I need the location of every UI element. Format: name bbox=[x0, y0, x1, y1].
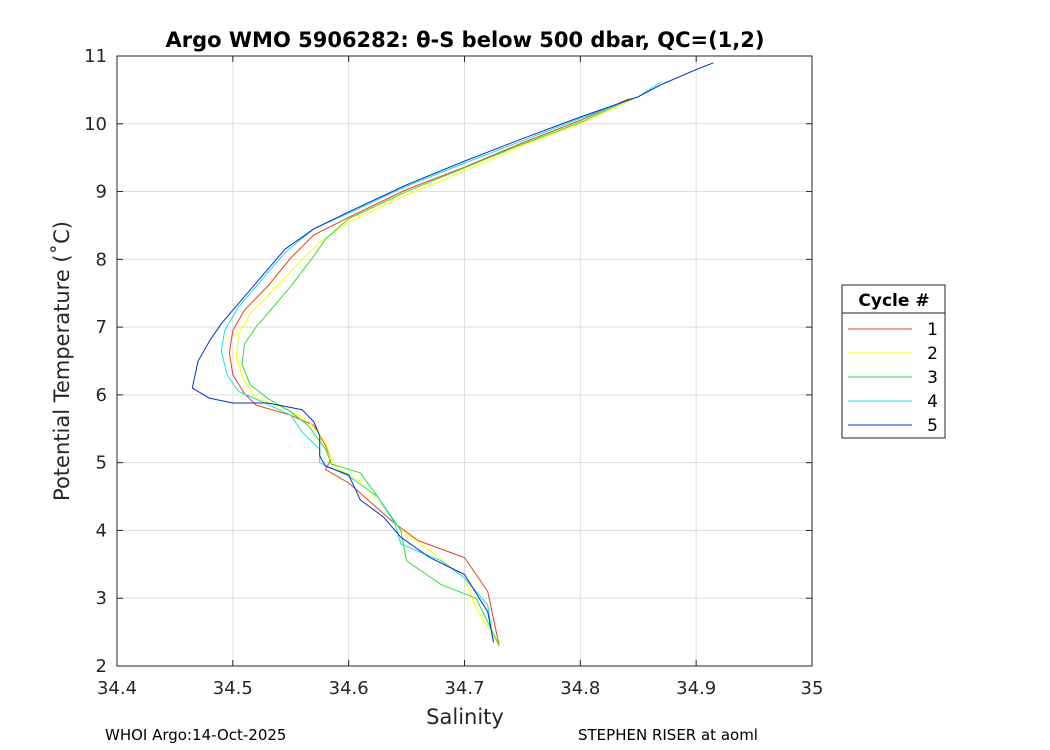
legend-label-cycle-5: 5 bbox=[927, 416, 938, 436]
series-line-cycle-5 bbox=[191, 62, 714, 643]
legend-label-cycle-2: 2 bbox=[927, 344, 938, 364]
chart-title: Argo WMO 5906282: θ-S below 500 dbar, QC… bbox=[166, 28, 765, 52]
series-layer bbox=[191, 62, 714, 646]
legend-label-cycle-3: 3 bbox=[927, 368, 938, 388]
x-tick-label: 34.8 bbox=[560, 678, 600, 699]
y-tick-label: 3 bbox=[96, 588, 107, 609]
x-tick-label: 34.9 bbox=[676, 678, 716, 699]
y-tick-label: 8 bbox=[96, 249, 107, 270]
series-line-cycle-1 bbox=[228, 98, 630, 646]
plot-area: 34.4 34.5 34.6 34.7 34.8 34.9 35 2 3 4 5 6 7 8 9 10 11 bbox=[84, 46, 823, 699]
legend-title: Cycle # bbox=[858, 291, 929, 311]
footer-left: WHOI Argo:14-Oct-2025 bbox=[105, 726, 286, 744]
series-line-cycle-3 bbox=[241, 97, 633, 646]
x-tick-label: 34.4 bbox=[97, 678, 137, 699]
x-axis-label: Salinity bbox=[426, 705, 504, 729]
x-tick-label: 34.7 bbox=[444, 678, 484, 699]
x-tick-label: 34.5 bbox=[213, 678, 253, 699]
x-tick-label: 34.6 bbox=[329, 678, 369, 699]
y-tick-label: 9 bbox=[96, 182, 107, 203]
y-tick-label: 4 bbox=[96, 520, 107, 541]
y-tick-label: 10 bbox=[84, 114, 107, 135]
legend-label-cycle-1: 1 bbox=[927, 320, 938, 340]
y-tick-label: 6 bbox=[96, 385, 107, 406]
y-tick-label: 7 bbox=[96, 317, 107, 338]
footer-right: STEPHEN RISER at aoml bbox=[578, 726, 758, 744]
y-axis-label: Potential Temperature (˚C) bbox=[50, 221, 74, 501]
y-tick-label: 11 bbox=[84, 46, 107, 67]
y-tick-label: 2 bbox=[96, 656, 107, 677]
axis-ticks: 34.4 34.5 34.6 34.7 34.8 34.9 35 2 3 4 5 6 7 8 9 10 11 bbox=[84, 46, 823, 699]
legend-label-cycle-4: 4 bbox=[927, 392, 938, 412]
legend: Cycle # 1 2 3 4 5 bbox=[841, 284, 946, 439]
y-tick-label: 5 bbox=[96, 453, 107, 474]
legend-box bbox=[841, 284, 946, 439]
x-tick-label: 35 bbox=[801, 678, 824, 699]
legend-entries: 1 2 3 4 5 bbox=[848, 320, 938, 436]
